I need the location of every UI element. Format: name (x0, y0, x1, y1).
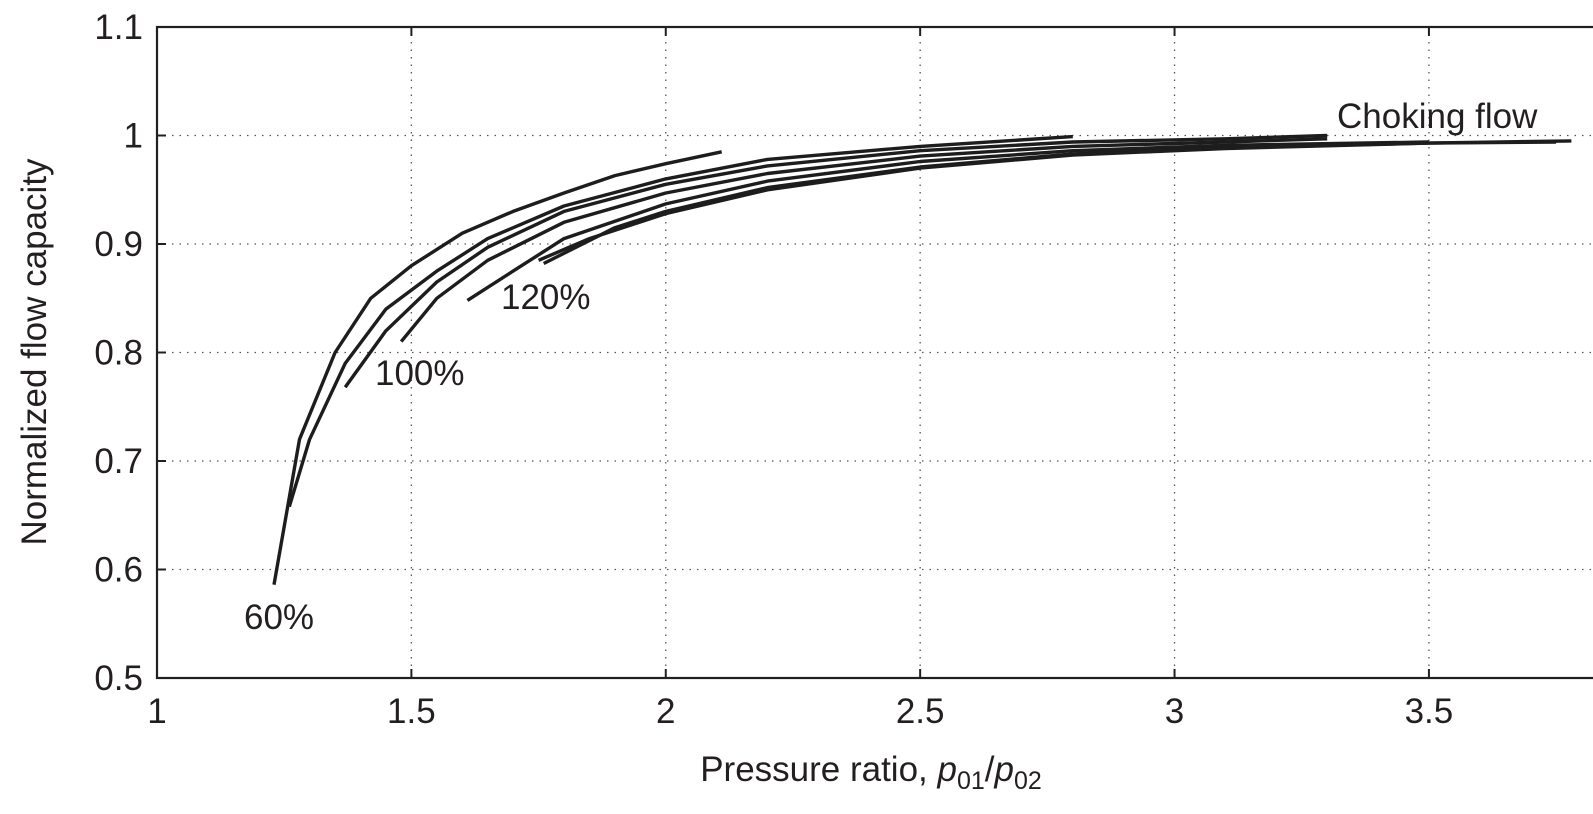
x-axis-label: Pressure ratio, p01/p02 (700, 750, 1042, 795)
x-tick-label: 2 (656, 692, 675, 731)
y-tick-label: 0.9 (94, 225, 143, 264)
tick-labels: 1 1.5 2 2.5 3 3.5 0.5 0.6 0.7 0.8 0.9 1 1.1 (94, 8, 1453, 731)
speed-curve-5 (466, 140, 1429, 302)
speed-curve-6 (542, 139, 1572, 266)
y-tick-label: 1 (124, 117, 143, 156)
x-tick-label: 3.5 (1405, 692, 1454, 731)
x-axis-label-var2: p (994, 750, 1014, 789)
annotation-120-percent: 120% (501, 278, 591, 317)
x-tick-label: 3 (1165, 692, 1184, 731)
x-axis-label-sub1: 01 (957, 767, 985, 795)
x-axis-label-sub2: 02 (1014, 767, 1042, 795)
annotation-choking-flow: Choking flow (1337, 97, 1538, 136)
y-tick-label: 0.6 (94, 551, 143, 590)
tick-marks (156, 26, 1430, 679)
y-tick-label: 0.8 (94, 334, 143, 373)
speed-curve-7 (537, 140, 1557, 262)
speed-curve-1 (272, 150, 723, 585)
x-axis-label-slash: / (985, 750, 995, 789)
x-axis-label-var1: p (937, 750, 957, 789)
x-tick-label: 1.5 (387, 692, 436, 731)
y-tick-label: 1.1 (94, 8, 143, 47)
y-tick-label: 0.5 (94, 659, 143, 698)
y-tick-label: 0.7 (94, 442, 143, 481)
speed-curve-2 (287, 134, 1073, 508)
x-tick-label: 2.5 (896, 692, 945, 731)
x-axis-label-prefix: Pressure ratio, (700, 750, 937, 789)
speed-curve-4 (399, 137, 1328, 343)
annotation-100-percent: 100% (375, 354, 465, 393)
speed-curve-3 (343, 133, 1328, 389)
annotation-60-percent: 60% (244, 598, 314, 637)
speed-curves (272, 133, 1572, 585)
y-axis-label: Normalized flow capacity (15, 158, 54, 546)
grid-lines (157, 27, 1593, 678)
x-tick-label: 1 (147, 692, 166, 731)
